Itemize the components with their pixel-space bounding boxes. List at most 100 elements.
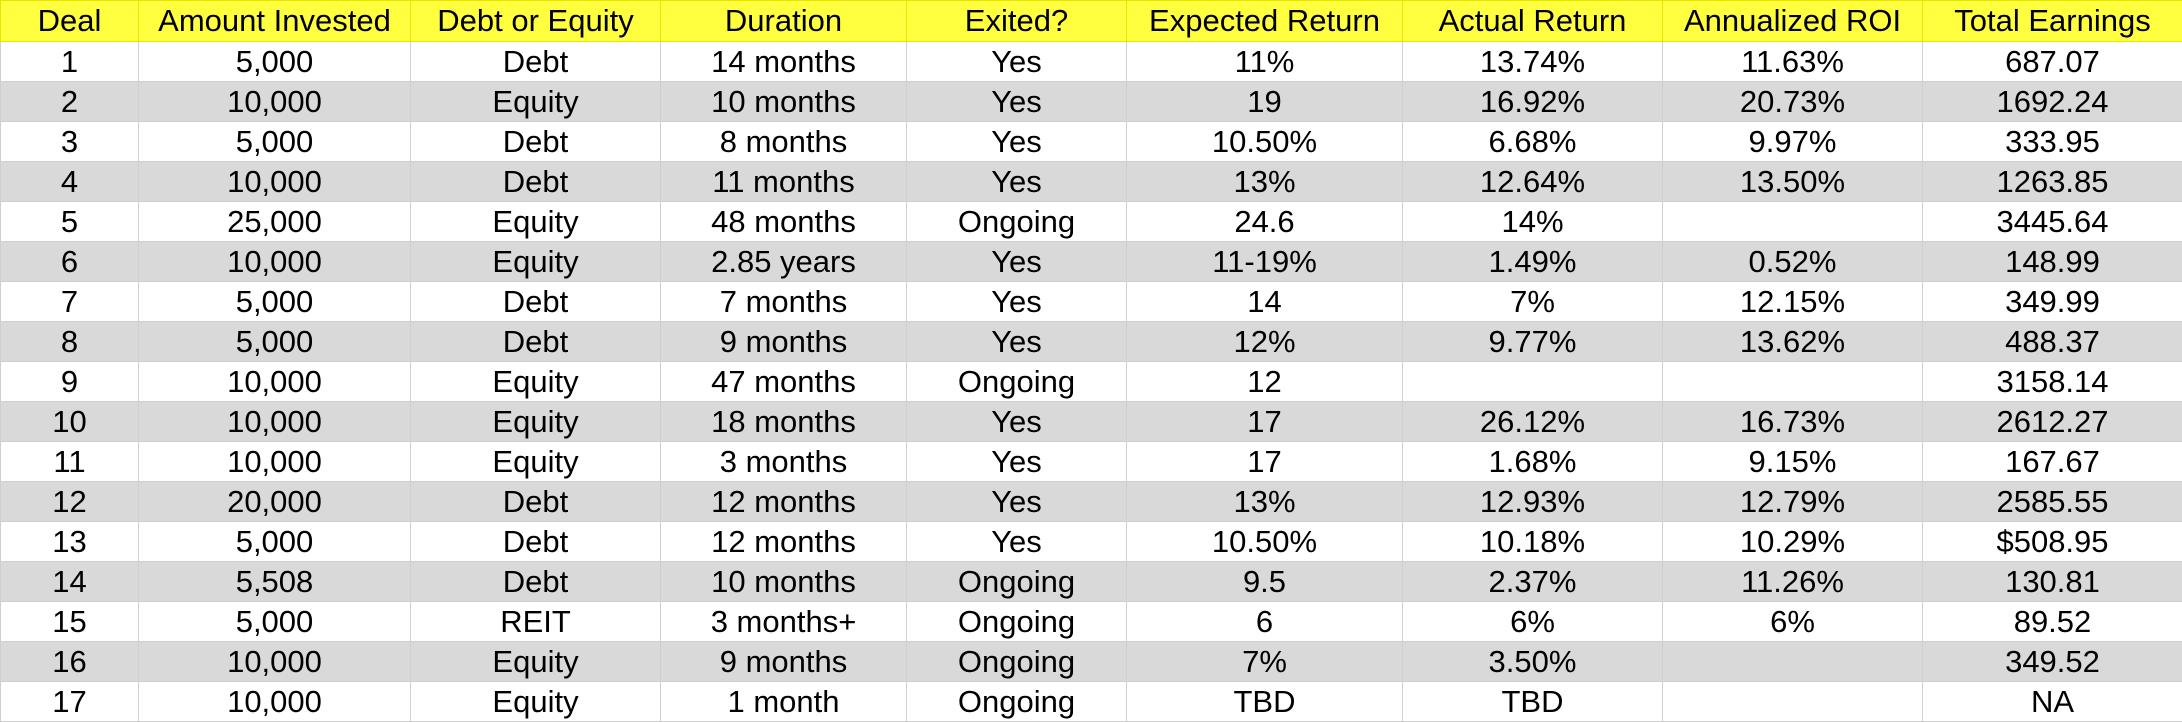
cell-annualized-roi[interactable]: 20.73%	[1662, 81, 1923, 122]
cell-duration[interactable]: 1 month	[660, 681, 907, 722]
cell-annualized-roi[interactable]: 11.26%	[1662, 561, 1923, 602]
cell-amount-invested[interactable]: 25,000	[138, 201, 411, 242]
cell-expected-return[interactable]: 11%	[1126, 41, 1403, 82]
cell-actual-return[interactable]: 2.37%	[1402, 561, 1663, 602]
cell-deal[interactable]: 10	[0, 401, 139, 442]
cell-deal[interactable]: 14	[0, 561, 139, 602]
header-total-earnings[interactable]: Total Earnings	[1922, 0, 2182, 42]
cell-expected-return[interactable]: 12%	[1126, 321, 1403, 362]
cell-duration[interactable]: 2.85 years	[660, 241, 907, 282]
cell-expected-return[interactable]: 17	[1126, 401, 1403, 442]
cell-deal[interactable]: 11	[0, 441, 139, 482]
cell-annualized-roi[interactable]: 13.62%	[1662, 321, 1923, 362]
cell-annualized-roi[interactable]	[1662, 361, 1923, 402]
cell-amount-invested[interactable]: 10,000	[138, 641, 411, 682]
cell-actual-return[interactable]: TBD	[1402, 681, 1663, 722]
cell-expected-return[interactable]: 6	[1126, 601, 1403, 642]
cell-debt-or-equity[interactable]: Debt	[410, 41, 661, 82]
cell-deal[interactable]: 15	[0, 601, 139, 642]
cell-debt-or-equity[interactable]: Equity	[410, 361, 661, 402]
cell-total-earnings[interactable]: 1692.24	[1922, 81, 2182, 122]
cell-exited[interactable]: Ongoing	[906, 561, 1127, 602]
cell-deal[interactable]: 2	[0, 81, 139, 122]
cell-deal[interactable]: 17	[0, 681, 139, 722]
cell-exited[interactable]: Yes	[906, 121, 1127, 162]
cell-deal[interactable]: 6	[0, 241, 139, 282]
cell-expected-return[interactable]: 11-19%	[1126, 241, 1403, 282]
cell-amount-invested[interactable]: 10,000	[138, 241, 411, 282]
cell-duration[interactable]: 47 months	[660, 361, 907, 402]
cell-annualized-roi[interactable]	[1662, 641, 1923, 682]
cell-amount-invested[interactable]: 10,000	[138, 681, 411, 722]
cell-total-earnings[interactable]: 89.52	[1922, 601, 2182, 642]
cell-deal[interactable]: 1	[0, 41, 139, 82]
cell-total-earnings[interactable]: $508.95	[1922, 521, 2182, 562]
cell-annualized-roi[interactable]: 12.79%	[1662, 481, 1923, 522]
cell-amount-invested[interactable]: 10,000	[138, 401, 411, 442]
cell-actual-return[interactable]: 7%	[1402, 281, 1663, 322]
cell-duration[interactable]: 9 months	[660, 641, 907, 682]
cell-actual-return[interactable]: 10.18%	[1402, 521, 1663, 562]
header-expected-return[interactable]: Expected Return	[1126, 0, 1403, 42]
cell-deal[interactable]: 12	[0, 481, 139, 522]
cell-actual-return[interactable]: 12.64%	[1402, 161, 1663, 202]
cell-duration[interactable]: 48 months	[660, 201, 907, 242]
cell-expected-return[interactable]: 24.6	[1126, 201, 1403, 242]
cell-duration[interactable]: 18 months	[660, 401, 907, 442]
header-deal[interactable]: Deal	[0, 0, 139, 42]
cell-total-earnings[interactable]: 1263.85	[1922, 161, 2182, 202]
cell-annualized-roi[interactable]: 10.29%	[1662, 521, 1923, 562]
cell-debt-or-equity[interactable]: Equity	[410, 641, 661, 682]
cell-total-earnings[interactable]: 130.81	[1922, 561, 2182, 602]
cell-total-earnings[interactable]: 2585.55	[1922, 481, 2182, 522]
cell-exited[interactable]: Ongoing	[906, 201, 1127, 242]
cell-annualized-roi[interactable]	[1662, 201, 1923, 242]
cell-debt-or-equity[interactable]: REIT	[410, 601, 661, 642]
cell-deal[interactable]: 9	[0, 361, 139, 402]
cell-debt-or-equity[interactable]: Equity	[410, 201, 661, 242]
cell-debt-or-equity[interactable]: Equity	[410, 81, 661, 122]
header-amount-invested[interactable]: Amount Invested	[138, 0, 411, 42]
cell-debt-or-equity[interactable]: Equity	[410, 401, 661, 442]
cell-amount-invested[interactable]: 10,000	[138, 361, 411, 402]
cell-amount-invested[interactable]: 5,000	[138, 601, 411, 642]
cell-exited[interactable]: Ongoing	[906, 681, 1127, 722]
cell-debt-or-equity[interactable]: Equity	[410, 681, 661, 722]
cell-expected-return[interactable]: TBD	[1126, 681, 1403, 722]
cell-expected-return[interactable]: 12	[1126, 361, 1403, 402]
cell-duration[interactable]: 8 months	[660, 121, 907, 162]
cell-amount-invested[interactable]: 5,000	[138, 521, 411, 562]
cell-actual-return[interactable]: 1.49%	[1402, 241, 1663, 282]
cell-duration[interactable]: 10 months	[660, 561, 907, 602]
header-debt-or-equity[interactable]: Debt or Equity	[410, 0, 661, 42]
cell-annualized-roi[interactable]: 13.50%	[1662, 161, 1923, 202]
cell-annualized-roi[interactable]: 0.52%	[1662, 241, 1923, 282]
cell-exited[interactable]: Yes	[906, 441, 1127, 482]
cell-expected-return[interactable]: 17	[1126, 441, 1403, 482]
cell-actual-return[interactable]: 1.68%	[1402, 441, 1663, 482]
cell-actual-return[interactable]: 3.50%	[1402, 641, 1663, 682]
cell-amount-invested[interactable]: 10,000	[138, 81, 411, 122]
cell-amount-invested[interactable]: 10,000	[138, 161, 411, 202]
cell-debt-or-equity[interactable]: Debt	[410, 281, 661, 322]
cell-amount-invested[interactable]: 5,000	[138, 41, 411, 82]
cell-duration[interactable]: 12 months	[660, 481, 907, 522]
cell-expected-return[interactable]: 14	[1126, 281, 1403, 322]
cell-total-earnings[interactable]: 488.37	[1922, 321, 2182, 362]
cell-expected-return[interactable]: 10.50%	[1126, 521, 1403, 562]
cell-exited[interactable]: Yes	[906, 41, 1127, 82]
cell-amount-invested[interactable]: 5,508	[138, 561, 411, 602]
cell-total-earnings[interactable]: 349.52	[1922, 641, 2182, 682]
cell-exited[interactable]: Yes	[906, 401, 1127, 442]
cell-expected-return[interactable]: 13%	[1126, 161, 1403, 202]
cell-duration[interactable]: 10 months	[660, 81, 907, 122]
cell-deal[interactable]: 8	[0, 321, 139, 362]
cell-actual-return[interactable]: 6%	[1402, 601, 1663, 642]
cell-amount-invested[interactable]: 5,000	[138, 281, 411, 322]
header-exited[interactable]: Exited?	[906, 0, 1127, 42]
cell-debt-or-equity[interactable]: Debt	[410, 321, 661, 362]
cell-total-earnings[interactable]: 2612.27	[1922, 401, 2182, 442]
cell-duration[interactable]: 11 months	[660, 161, 907, 202]
header-actual-return[interactable]: Actual Return	[1402, 0, 1663, 42]
cell-duration[interactable]: 3 months	[660, 441, 907, 482]
